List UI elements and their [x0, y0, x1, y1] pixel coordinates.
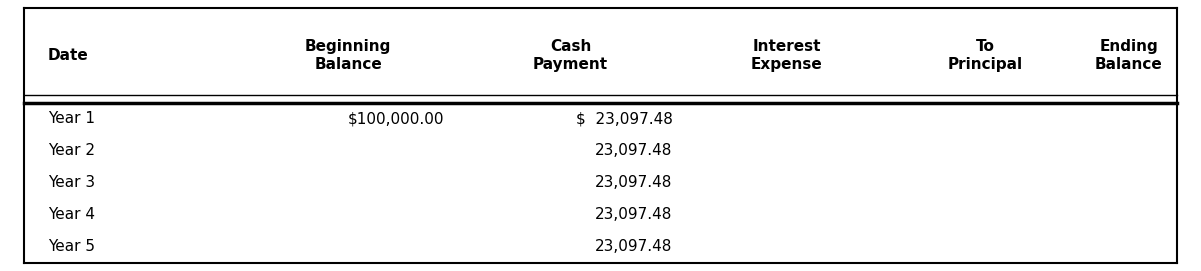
Text: $100,000.00: $100,000.00 [348, 111, 444, 127]
Text: 23,097.48: 23,097.48 [596, 143, 673, 159]
Text: Year 1: Year 1 [48, 111, 95, 127]
Text: Year 5: Year 5 [48, 239, 95, 254]
Text: Year 4: Year 4 [48, 207, 95, 222]
Text: Date: Date [48, 48, 89, 63]
Text: Ending
Balance: Ending Balance [1095, 39, 1163, 72]
Text: Year 3: Year 3 [48, 175, 95, 191]
Text: To
Principal: To Principal [948, 39, 1022, 72]
Text: 23,097.48: 23,097.48 [596, 207, 673, 222]
Text: 23,097.48: 23,097.48 [596, 175, 673, 191]
Text: Interest
Expense: Interest Expense [751, 39, 823, 72]
Text: Beginning
Balance: Beginning Balance [305, 39, 392, 72]
Text: 23,097.48: 23,097.48 [596, 239, 673, 254]
Text: Cash
Payment: Cash Payment [533, 39, 608, 72]
Text: Year 2: Year 2 [48, 143, 95, 159]
Text: $  23,097.48: $ 23,097.48 [575, 111, 673, 127]
